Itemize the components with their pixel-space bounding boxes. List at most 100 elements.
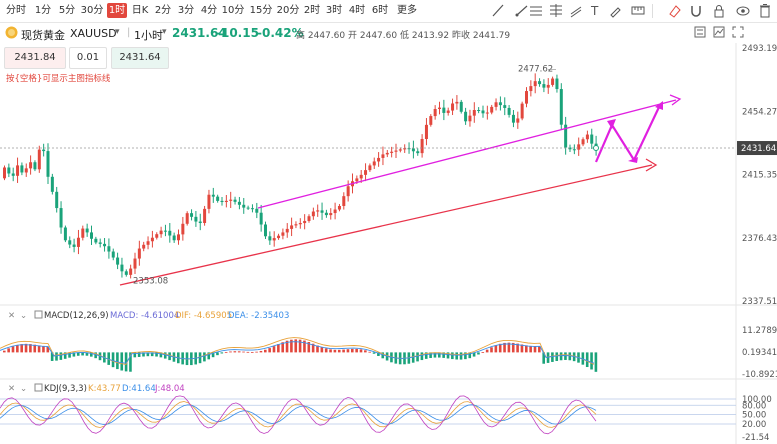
open-label: 开: [347, 31, 357, 41]
support-arrowhead: [645, 158, 658, 172]
high-label: 高: [296, 31, 306, 41]
draw-line-icon[interactable]: [490, 2, 506, 19]
candle-body-22: [98, 242, 102, 244]
eraser-icon[interactable]: [666, 2, 682, 19]
macd-settings-icon[interactable]: ⌄: [20, 311, 27, 321]
timeframe-9[interactable]: 10分: [221, 5, 245, 16]
forecast-path[interactable]: [594, 104, 661, 163]
timeframe-13[interactable]: 3时: [325, 5, 343, 16]
fibonacci-icon[interactable]: [548, 2, 564, 19]
measure-icon[interactable]: [630, 2, 646, 19]
macd-bar-29: [129, 352, 132, 372]
macd-bar-12: [55, 352, 58, 361]
candle-body-12: [55, 191, 59, 209]
candle-body-130: [568, 147, 572, 150]
fullscreen-icon[interactable]: [732, 26, 744, 41]
macd-expand-icon[interactable]: [34, 310, 43, 319]
timeframe-2[interactable]: 5分: [58, 5, 76, 16]
kdj-settings-icon[interactable]: ⌄: [20, 384, 27, 394]
sell-price-button[interactable]: 2431.84: [4, 47, 66, 69]
kdj-k: K:43.77: [88, 384, 121, 394]
candle-body-14: [63, 227, 67, 241]
channel-icon[interactable]: [568, 2, 584, 19]
timeframe-15[interactable]: 6时: [371, 5, 389, 16]
timeframe-3[interactable]: 30分: [80, 5, 104, 16]
candle-body-100: [438, 107, 441, 110]
timeframe-8[interactable]: 4分: [200, 5, 218, 16]
candle-body-111: [485, 112, 489, 114]
interval-select[interactable]: 1小时: [134, 29, 163, 42]
macd-bar-100: [438, 352, 441, 358]
chevron-down-icon[interactable]: ▾: [115, 27, 120, 37]
macd-bar-11: [50, 352, 54, 361]
timeframe-7[interactable]: 3分: [177, 5, 195, 16]
timeframe-14[interactable]: 4时: [348, 5, 366, 16]
brush-icon[interactable]: [608, 2, 624, 19]
symbol-code[interactable]: XAUUSD: [70, 27, 117, 40]
macd-bar-99: [433, 352, 437, 358]
open-value: 2447.60: [359, 31, 398, 41]
timeframe-5[interactable]: 日K: [131, 5, 149, 16]
kdj-close-icon[interactable]: ✕: [8, 384, 15, 394]
ray-icon[interactable]: [514, 2, 530, 19]
timeframe-4[interactable]: 1时: [107, 3, 127, 18]
candle-body-1: [7, 167, 11, 174]
candle-body-20: [90, 232, 93, 239]
timeframe-10[interactable]: 15分: [249, 5, 273, 16]
macd-bar-70: [307, 342, 311, 353]
delete-icon[interactable]: [757, 2, 773, 19]
magnet-icon[interactable]: [688, 2, 704, 19]
candle-body-47: [207, 194, 211, 209]
eye-icon[interactable]: [735, 2, 751, 19]
macd-bar-8: [37, 345, 41, 353]
candle-body-116: [507, 107, 511, 115]
lock-icon[interactable]: [711, 2, 727, 19]
macd-bar-130: [568, 352, 572, 361]
kdj-expand-icon[interactable]: [34, 383, 43, 392]
settings-icon[interactable]: [694, 26, 706, 41]
resistance-trendline[interactable]: [257, 99, 677, 209]
candle-body-3: [16, 165, 20, 176]
text-icon[interactable]: T: [588, 2, 604, 19]
candle-body-61: [268, 236, 272, 241]
price-axis-label-0: 2493.19: [742, 44, 777, 54]
macd-bar-31: [137, 352, 141, 357]
candle-body-23: [103, 243, 107, 247]
macd-bar-3: [16, 344, 19, 353]
high-mark-label: 2477.62: [518, 64, 553, 74]
macd-axis-label-1: 0.19341: [742, 348, 777, 358]
timeframe-11[interactable]: 20分: [276, 5, 300, 16]
timeframe-16[interactable]: 更多: [397, 5, 417, 16]
candle-body-119: [520, 103, 524, 119]
macd-bar-16: [72, 352, 76, 357]
buy-price-button[interactable]: 2431.64: [111, 47, 169, 69]
candle-body-55: [242, 204, 246, 208]
support-trendline[interactable]: [119, 164, 653, 286]
candle-body-2: [11, 173, 15, 176]
macd-bar-108: [472, 352, 476, 357]
candle-body-21: [94, 238, 98, 243]
candle-body-108: [472, 109, 476, 116]
indicator-icon[interactable]: [713, 26, 725, 41]
timeframe-1[interactable]: 1分: [34, 5, 52, 16]
macd-bar-14: [63, 352, 67, 359]
macd-bar-87: [381, 352, 385, 359]
macd-close-icon[interactable]: ✕: [8, 311, 15, 321]
horizontal-lines-icon[interactable]: [528, 2, 544, 19]
timeframe-0[interactable]: 分时: [6, 5, 26, 16]
chart-canvas[interactable]: 2431.64 2477.62 2353.08 ✕ ⌄ MACD(12,26,9) MAC…: [0, 43, 777, 444]
macd-bar-71: [311, 343, 315, 353]
candle-body-9: [42, 149, 46, 152]
macd-bar-124: [542, 352, 545, 364]
macd-bar-112: [490, 347, 493, 353]
candle-body-89: [390, 151, 394, 153]
macd-bar-34: [150, 352, 154, 357]
candle-body-68: [298, 223, 302, 225]
timeframe-12[interactable]: 2时: [303, 5, 321, 16]
macd-bar-56: [246, 351, 250, 353]
timeframe-6[interactable]: 2分: [154, 5, 172, 16]
lot-size-input[interactable]: 0.01: [69, 47, 107, 69]
symbol-name[interactable]: 现货黄金: [21, 29, 65, 42]
macd-bar-72: [316, 345, 319, 353]
chevron-down-icon[interactable]: ▾: [162, 27, 167, 37]
